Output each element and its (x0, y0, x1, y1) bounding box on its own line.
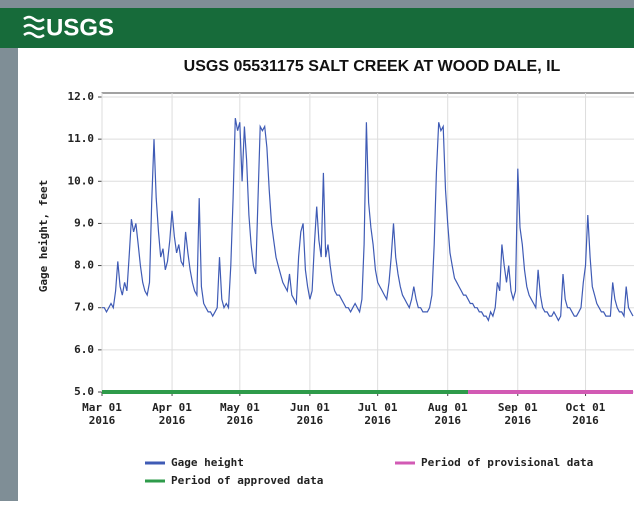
y-tick-label: 7.0 (74, 301, 94, 314)
y-tick-label: 6.0 (74, 343, 94, 356)
x-tick-label: 2016 (434, 414, 461, 427)
x-tick-label: May 01 (220, 401, 260, 414)
y-tick-label: 8.0 (74, 259, 94, 272)
x-tick-label: Aug 01 (428, 401, 468, 414)
x-tick-label: Apr 01 (152, 401, 192, 414)
y-axis-label: Gage height, feet (37, 180, 50, 293)
legend-label: Period of provisional data (421, 456, 593, 469)
x-tick-label: 2016 (364, 414, 391, 427)
x-tick-label: 2016 (89, 414, 116, 427)
x-tick-label: 2016 (505, 414, 532, 427)
y-tick-label: 11.0 (68, 132, 95, 145)
x-tick-label: Oct 01 (566, 401, 606, 414)
x-tick-label: 2016 (572, 414, 599, 427)
x-tick-label: Sep 01 (498, 401, 538, 414)
chart-title: USGS 05531175 SALT CREEK AT WOOD DALE, I… (184, 58, 561, 75)
x-tick-label: 2016 (297, 414, 324, 427)
x-tick-label: 2016 (159, 414, 186, 427)
y-tick-label: 10.0 (68, 174, 95, 187)
x-tick-label: Mar 01 (82, 401, 122, 414)
period-bar (468, 390, 633, 394)
period-bar (102, 390, 468, 394)
x-tick-label: Jun 01 (290, 401, 330, 414)
y-tick-label: 12.0 (68, 90, 95, 103)
x-tick-label: 2016 (227, 414, 254, 427)
x-tick-label: Jul 01 (358, 401, 398, 414)
y-tick-label: 9.0 (74, 216, 94, 229)
logo-text: USGS (46, 14, 114, 41)
chart: USGS USGS 05531175 SALT CREEK AT WOOD DA… (0, 0, 634, 501)
chart-panel (18, 48, 634, 501)
legend-label: Gage height (171, 456, 244, 469)
legend-label: Period of approved data (171, 474, 323, 487)
page: USGS USGS 05531175 SALT CREEK AT WOOD DA… (0, 0, 634, 501)
y-tick-label: 5.0 (74, 385, 94, 398)
